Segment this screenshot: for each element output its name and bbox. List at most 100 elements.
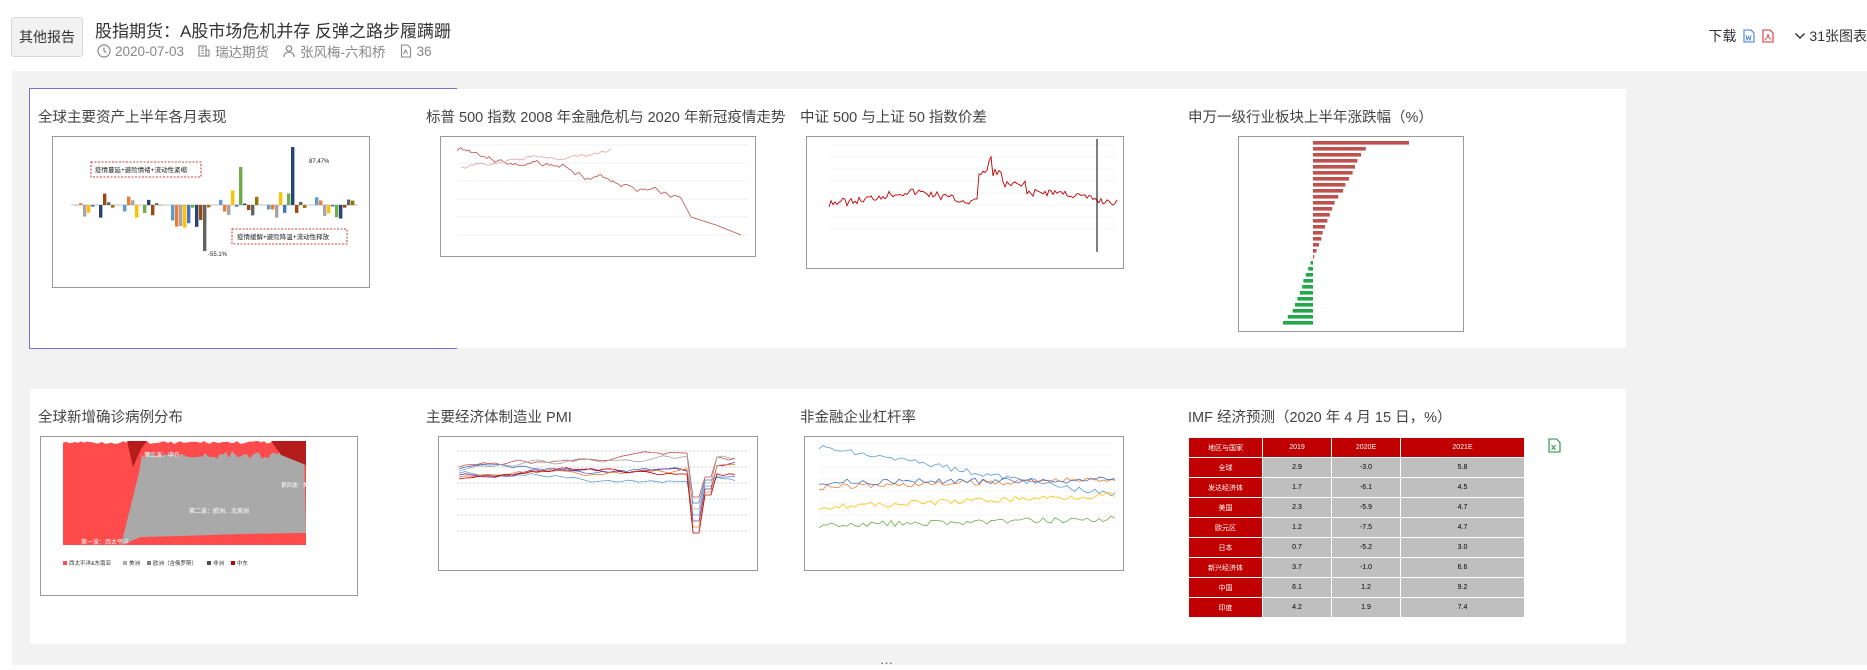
table-header-cell: 2019 xyxy=(1263,438,1332,458)
bar xyxy=(1313,213,1330,217)
word-doc-icon[interactable] xyxy=(1743,29,1755,43)
table-cell: 1.2 xyxy=(1263,518,1332,538)
user-icon xyxy=(282,44,297,59)
chart-card-6[interactable]: 主要经济体制造业 PMI xyxy=(418,389,830,644)
table-header-cell: 地区与国家 xyxy=(1189,438,1263,458)
legend-label: 欧洲（含俄罗斯） xyxy=(153,559,197,567)
bar xyxy=(251,205,254,215)
bar xyxy=(1313,147,1366,151)
table-cell: 美国 xyxy=(1189,498,1263,518)
table-cell: 新兴经济体 xyxy=(1189,558,1263,578)
bar xyxy=(91,205,94,207)
table-cell: 4.7 xyxy=(1401,498,1525,518)
bar xyxy=(1306,273,1313,277)
chart-card-4[interactable]: 申万一级行业板块上半年涨跌幅（%） xyxy=(1180,89,1626,348)
legend-swatch xyxy=(207,561,211,565)
table-cell: -3.0 xyxy=(1332,458,1401,478)
bar xyxy=(1313,237,1321,241)
chevron-down-icon xyxy=(1794,31,1806,41)
table-cell: 1.2 xyxy=(1332,578,1401,598)
report-source[interactable]: 瑞达期货 xyxy=(215,41,269,61)
bar xyxy=(331,205,334,206)
bar xyxy=(1293,309,1313,313)
pdf-icon[interactable] xyxy=(1762,29,1774,43)
table-cell: 全球 xyxy=(1189,458,1263,478)
series-line xyxy=(459,468,735,533)
table-cell: 0.7 xyxy=(1263,538,1332,558)
chart-count-toggle[interactable]: 31张图表 xyxy=(1794,26,1867,46)
bar xyxy=(1313,189,1343,193)
series-line xyxy=(819,478,1115,490)
table-cell: -5.2 xyxy=(1332,538,1401,558)
bar xyxy=(107,202,110,205)
chart-card-1[interactable]: 全球主要资产上半年各月表现 疫情蔓延+避险情绪+流动性紧缩 疫情缓解+避险降温+… xyxy=(30,89,456,348)
load-more-link[interactable]: ··· xyxy=(880,655,893,670)
table-cell: 2.9 xyxy=(1263,458,1332,478)
table-cell: 4.7 xyxy=(1401,518,1525,538)
bar xyxy=(339,205,342,219)
chart-card-2[interactable]: 标普 500 指数 2008 年金融危机与 2020 年新冠疫情走势（基期... xyxy=(418,89,830,348)
legend-label: 非洲 xyxy=(213,559,225,567)
bar xyxy=(203,205,206,251)
thumb-annotation: -55.1% xyxy=(208,252,228,258)
bar xyxy=(303,205,306,208)
table-cell: 3.0 xyxy=(1401,538,1525,558)
other-reports-button[interactable]: 其他报告 xyxy=(11,17,83,57)
bar xyxy=(183,205,186,228)
report-authors[interactable]: 张风梅-六和桥 xyxy=(300,41,386,61)
chart-thumbnail xyxy=(804,436,1124,571)
table-cell: 6.6 xyxy=(1401,558,1525,578)
bar xyxy=(227,205,230,215)
bar xyxy=(103,194,106,205)
bar xyxy=(187,205,190,223)
chart-card-3[interactable]: 中证 500 与上证 50 指数价差 xyxy=(792,89,1218,348)
thumb-annotation: 87.47% xyxy=(309,159,330,165)
chart-card-title: 全球主要资产上半年各月表现 xyxy=(38,106,448,127)
bar xyxy=(243,204,246,205)
bar xyxy=(123,205,126,211)
bar xyxy=(255,197,258,205)
table-cell: 1.7 xyxy=(1263,478,1332,498)
bar xyxy=(179,205,182,226)
table-header-row: 地区与国家 2019 2020E 2021E xyxy=(1189,438,1525,458)
bar xyxy=(111,205,114,208)
legend-label: 西太平洋&东南亚 xyxy=(69,559,112,567)
chart-card-5[interactable]: 全球新增确诊病例分布 第一波：西太平洋 第二波：中东 第二波：欧洲、北美洲 第四… xyxy=(30,389,456,644)
legend-swatch xyxy=(147,561,151,565)
bar xyxy=(131,200,134,205)
bar xyxy=(267,205,270,209)
bar xyxy=(1295,303,1313,307)
table-cell: -7.5 xyxy=(1332,518,1401,538)
bar xyxy=(135,205,138,218)
bar xyxy=(1313,165,1355,169)
chart-card-7[interactable]: 非金融企业杠杆率 xyxy=(792,389,1218,644)
chart-card-8[interactable]: IMF 经济预测（2020 年 4 月 15 日，%） 地区与国家 2019 2… xyxy=(1180,389,1626,644)
bar xyxy=(319,200,322,205)
series-line xyxy=(459,472,735,516)
thumb-annotation: 疫情蔓延+避险情绪+流动性紧缩 xyxy=(95,165,188,174)
chart-count: 31张图表 xyxy=(1809,26,1867,46)
bar xyxy=(219,200,222,205)
bar xyxy=(315,197,318,205)
bar xyxy=(199,205,202,220)
bar xyxy=(1313,249,1317,253)
chart-thumbnail xyxy=(1238,136,1464,332)
thumb-annotation: 第二波：中东 xyxy=(144,451,180,459)
building-icon xyxy=(197,44,212,59)
bar xyxy=(1313,255,1314,259)
bar xyxy=(323,205,326,216)
excel-export-icon[interactable] xyxy=(1548,438,1561,458)
thumb-annotation: 第二波：欧洲、北美洲 xyxy=(189,507,249,515)
bar xyxy=(1313,225,1325,229)
bar xyxy=(299,202,302,205)
series-line xyxy=(459,464,735,527)
bar xyxy=(335,205,338,217)
bar xyxy=(1313,195,1338,199)
table-cell: 欧元区 xyxy=(1189,518,1263,538)
bar xyxy=(175,205,178,227)
bar xyxy=(1313,243,1319,247)
bar xyxy=(1303,279,1313,283)
